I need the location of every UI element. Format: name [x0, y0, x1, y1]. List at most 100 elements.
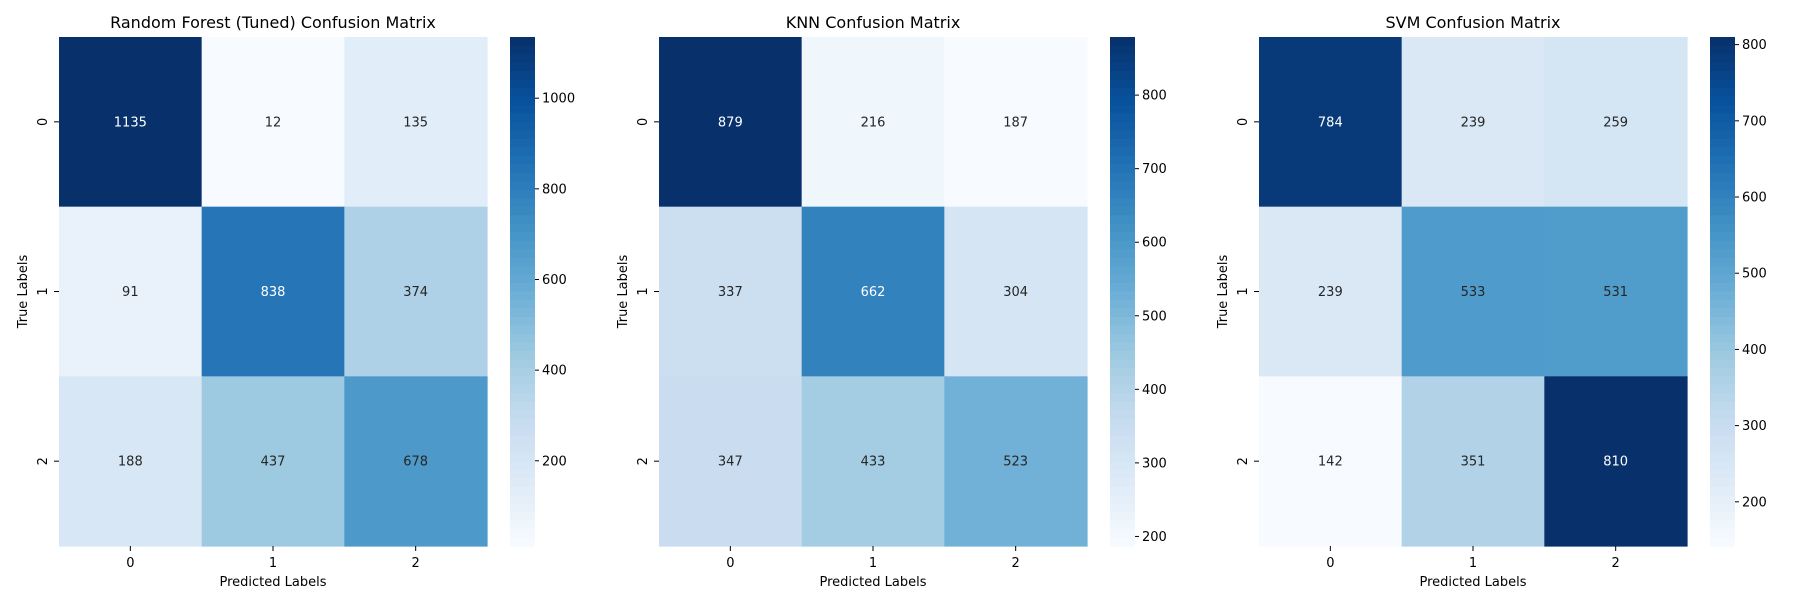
colorbar-tick-label: 1000	[542, 92, 575, 107]
heatmap-cell	[1259, 376, 1403, 547]
cell-value-label: 337	[718, 285, 743, 300]
cell-value-label: 12	[265, 115, 282, 130]
colorbar-segment	[1710, 104, 1735, 114]
colorbar-tick-label: 700	[1742, 114, 1767, 129]
colorbar-segment	[1110, 384, 1135, 394]
colorbar-segment	[510, 181, 535, 191]
colorbar-segment	[1110, 410, 1135, 420]
colorbar-segment	[1110, 520, 1135, 530]
heatmap-cell	[659, 376, 803, 547]
colorbar-segment	[1110, 376, 1135, 386]
colorbar-segment	[510, 215, 535, 225]
colorbar-segment	[510, 350, 535, 360]
heatmap-cell	[201, 376, 345, 547]
cell-value-label: 1135	[114, 115, 147, 130]
colorbar-segment	[510, 45, 535, 55]
colorbar-segment	[510, 232, 535, 242]
colorbar-segment	[510, 189, 535, 199]
colorbar-segment	[510, 172, 535, 182]
colorbar-segment	[1110, 316, 1135, 327]
heatmap-cell	[944, 376, 1088, 547]
cell-value-label: 810	[1603, 455, 1628, 470]
colorbar-segment	[510, 240, 535, 250]
colorbar-segment	[1710, 62, 1735, 72]
cell-value-label: 142	[1318, 455, 1343, 470]
cell-value-label: 351	[1461, 455, 1486, 470]
colorbar-segment	[1710, 181, 1735, 191]
colorbar-segment	[1710, 469, 1735, 479]
colorbar-segment	[510, 316, 535, 327]
colorbar-tick-label: 500	[1742, 267, 1767, 282]
colorbar-segment	[1710, 444, 1735, 454]
colorbar-segment	[510, 435, 535, 445]
colorbar-segment	[1710, 53, 1735, 64]
colorbar-segment	[1110, 37, 1135, 47]
cell-value-label: 662	[861, 285, 886, 300]
colorbar-segment	[1110, 537, 1135, 547]
colorbar-segment	[1710, 316, 1735, 327]
cell-value-label: 533	[1461, 285, 1486, 300]
y-tick-label: 1	[36, 287, 51, 295]
heatmap-cell	[344, 376, 488, 547]
colorbar-segment	[1110, 138, 1135, 148]
colorbar-tick-label: 300	[1742, 419, 1767, 434]
cell-value-label: 135	[403, 115, 428, 130]
colorbar-segment	[1110, 96, 1135, 106]
colorbar-segment	[1710, 249, 1735, 259]
heatmap-cell	[201, 206, 345, 377]
colorbar-segment	[1710, 537, 1735, 547]
colorbar-segment	[1710, 367, 1735, 377]
colorbar-segment	[1710, 164, 1735, 174]
colorbar-segment	[1110, 70, 1135, 81]
heatmap-cell	[59, 206, 203, 377]
colorbar-segment	[510, 37, 535, 47]
chart-title: Random Forest (Tuned) Confusion Matrix	[110, 13, 436, 32]
colorbar-segment	[1110, 299, 1135, 310]
heatmap-cell	[1544, 376, 1688, 547]
cell-value-label: 879	[718, 115, 743, 130]
colorbar-segment	[510, 206, 535, 216]
colorbar-segment	[1710, 130, 1735, 140]
colorbar-tick-label: 400	[1742, 343, 1767, 358]
x-tick-label: 0	[1326, 556, 1334, 571]
colorbar-tick-label: 700	[1142, 162, 1167, 177]
colorbar-segment	[1110, 512, 1135, 522]
colorbar-segment	[1110, 452, 1135, 462]
colorbar-segment	[1110, 333, 1135, 344]
colorbar-segment	[1710, 342, 1735, 352]
colorbar-segment	[1710, 172, 1735, 182]
colorbar-segment	[1110, 342, 1135, 352]
cell-value-label: 216	[861, 115, 886, 130]
colorbar-segment	[510, 418, 535, 428]
colorbar-segment	[1710, 376, 1735, 386]
colorbar-segment	[1110, 291, 1135, 301]
colorbar-segment	[1710, 299, 1735, 310]
colorbar-segment	[1110, 444, 1135, 454]
colorbar-segment	[1110, 486, 1135, 496]
colorbar-segment	[1710, 503, 1735, 513]
colorbar-segment	[510, 96, 535, 106]
heatmap-cell	[1401, 376, 1545, 547]
colorbar-segment	[1110, 62, 1135, 72]
colorbar-segment	[1110, 503, 1135, 513]
colorbar-segment	[1110, 401, 1135, 411]
colorbar-segment	[510, 529, 535, 539]
cell-value-label: 374	[403, 285, 428, 300]
colorbar-segment	[1710, 96, 1735, 106]
x-tick-label: 2	[412, 556, 420, 571]
colorbar-segment	[510, 444, 535, 454]
heatmap-cell	[801, 37, 945, 208]
colorbar-segment	[1110, 155, 1135, 165]
colorbar-segment	[1110, 495, 1135, 505]
y-tick-label: 0	[1236, 118, 1251, 126]
colorbar-segment	[1110, 367, 1135, 377]
colorbar-segment	[1110, 147, 1135, 157]
x-axis-label: Predicted Labels	[219, 575, 326, 590]
colorbar-segment	[1110, 274, 1135, 284]
colorbar-segment	[1710, 350, 1735, 360]
colorbar-segment	[510, 138, 535, 148]
colorbar-segment	[1710, 427, 1735, 437]
cell-value-label: 304	[1003, 285, 1028, 300]
colorbar-segment	[1710, 333, 1735, 344]
